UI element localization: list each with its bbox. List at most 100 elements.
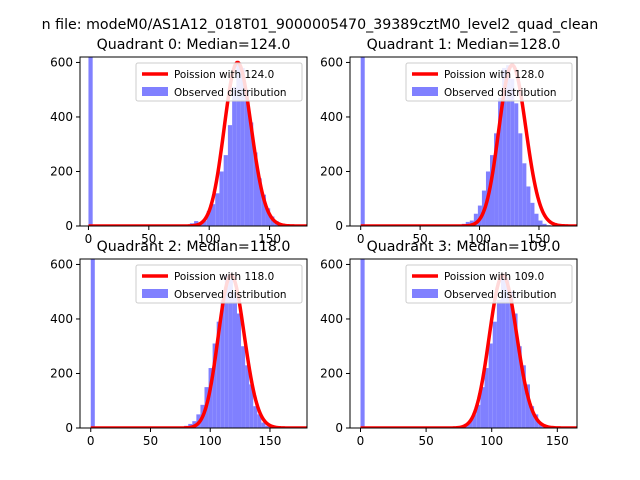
histogram-bar: [526, 186, 531, 226]
panel-1: 0 50 100 150 0 200 400 600 Quadrant 1: Median=12…: [320, 37, 578, 246]
histogram-bar: [480, 387, 485, 428]
legend-label: Poission with 109.0: [444, 271, 544, 283]
histogram-bar: [513, 313, 518, 428]
histogram-bar: [90, 259, 95, 428]
x-tick-label: 100: [198, 232, 221, 246]
histogram-bar: [525, 384, 530, 428]
legend-label: Poission with 128.0: [444, 69, 544, 81]
legend: Poission with 124.0 Observed distribution: [135, 62, 303, 102]
y-tick-label: 200: [320, 164, 343, 178]
y-tick-label: 0: [65, 219, 73, 233]
histogram-bar: [240, 67, 245, 226]
y-tick-label: 0: [65, 421, 73, 435]
y-tick-label: 200: [50, 164, 73, 178]
legend: Poission with 118.0 Observed distribution: [135, 264, 303, 304]
y-tick-label: 200: [320, 366, 343, 380]
legend-box: [135, 62, 303, 102]
histogram-bar: [498, 97, 503, 226]
y-tick-label: 600: [320, 55, 343, 69]
legend-label: Poission with 118.0: [174, 271, 274, 283]
y-tick-label: 0: [335, 219, 343, 233]
panel-title: Quadrant 1: Median=128.0: [367, 37, 561, 53]
histogram-bar: [219, 171, 224, 226]
histogram-bar: [490, 155, 495, 226]
histogram-bar: [208, 368, 213, 428]
histogram-bar: [360, 57, 365, 226]
legend: Poission with 109.0 Observed distribution: [405, 264, 573, 304]
histogram-bar: [232, 291, 237, 428]
histogram-bar: [360, 259, 365, 428]
y-tick-label: 400: [320, 312, 343, 326]
histogram-bar: [223, 155, 228, 226]
plot-area: [90, 259, 307, 428]
legend-bar-swatch: [142, 289, 168, 298]
histogram-bar: [501, 275, 506, 428]
histogram-bar: [534, 213, 539, 226]
x-tick-label: 50: [143, 434, 158, 448]
x-tick-label: 50: [418, 434, 433, 448]
histogram-bar: [476, 404, 481, 428]
y-tick-label: 600: [50, 55, 73, 69]
histogram-bar: [514, 103, 519, 226]
histogram-bar: [529, 406, 535, 428]
poisson-curve: [360, 273, 577, 428]
histogram-bar: [518, 133, 523, 226]
histogram-bar: [261, 422, 266, 428]
panel-0: 0 50 100 150 0 200 400 600 Quadrant 0: Median=12…: [50, 37, 308, 246]
histogram-bar: [494, 133, 499, 226]
x-tick-label: 0: [87, 434, 95, 448]
legend: Poission with 128.0 Observed distribution: [405, 62, 573, 102]
panel-title: Quadrant 3: Median=109.0: [367, 239, 561, 255]
poisson-curve: [90, 273, 307, 428]
poisson-curve: [87, 60, 307, 226]
histogram-bar: [202, 220, 207, 226]
histogram-bar: [509, 291, 514, 428]
histogram-bar: [212, 343, 217, 428]
histogram-bar: [245, 365, 250, 428]
plot-area: [87, 57, 307, 226]
histogram-bar: [521, 365, 526, 428]
x-tick-label: 150: [528, 232, 551, 246]
histogram-bar: [542, 223, 547, 226]
histogram-bar: [253, 406, 258, 428]
x-tick-label: 0: [357, 232, 365, 246]
histogram-bar: [236, 313, 242, 428]
histogram-bar: [236, 62, 241, 226]
x-tick-label: 0: [85, 232, 93, 246]
axes-frame: [79, 56, 308, 227]
legend-box: [405, 62, 573, 102]
x-tick-label: 50: [412, 232, 427, 246]
x-tick-label: 150: [258, 232, 281, 246]
x-tick-label: 150: [259, 434, 282, 448]
histogram-bar: [506, 65, 511, 226]
histogram-bar: [472, 414, 477, 428]
legend-label: Observed distribution: [174, 87, 287, 99]
histogram-bar: [505, 279, 510, 428]
x-tick-label: 50: [141, 232, 156, 246]
histogram-bar: [538, 220, 543, 226]
legend-label: Observed distribution: [444, 289, 557, 301]
axes-frame: [349, 56, 578, 227]
histogram-bar: [510, 78, 515, 226]
y-tick-label: 600: [320, 257, 343, 271]
histogram-bar: [253, 152, 258, 226]
figure-suptitle: n file: modeM0/AS1A12_018T01_9000005470_…: [42, 17, 599, 33]
histogram-bar: [206, 211, 212, 226]
histogram-bar: [265, 425, 270, 428]
legend-box: [405, 264, 573, 304]
histogram-bar: [484, 368, 489, 428]
legend-box: [135, 264, 303, 304]
histogram-bar: [261, 194, 266, 226]
histogram-bar: [241, 346, 246, 428]
axes-frame: [349, 258, 578, 429]
x-tick-label: 100: [199, 434, 222, 448]
histogram-bar: [228, 279, 233, 428]
histogram-bar: [502, 67, 507, 226]
histogram-bar: [488, 343, 493, 428]
y-tick-label: 400: [50, 110, 73, 124]
histogram-bar: [88, 57, 93, 226]
y-tick-label: 200: [50, 366, 73, 380]
plot-area: [360, 259, 577, 428]
histogram-bar: [496, 299, 502, 428]
